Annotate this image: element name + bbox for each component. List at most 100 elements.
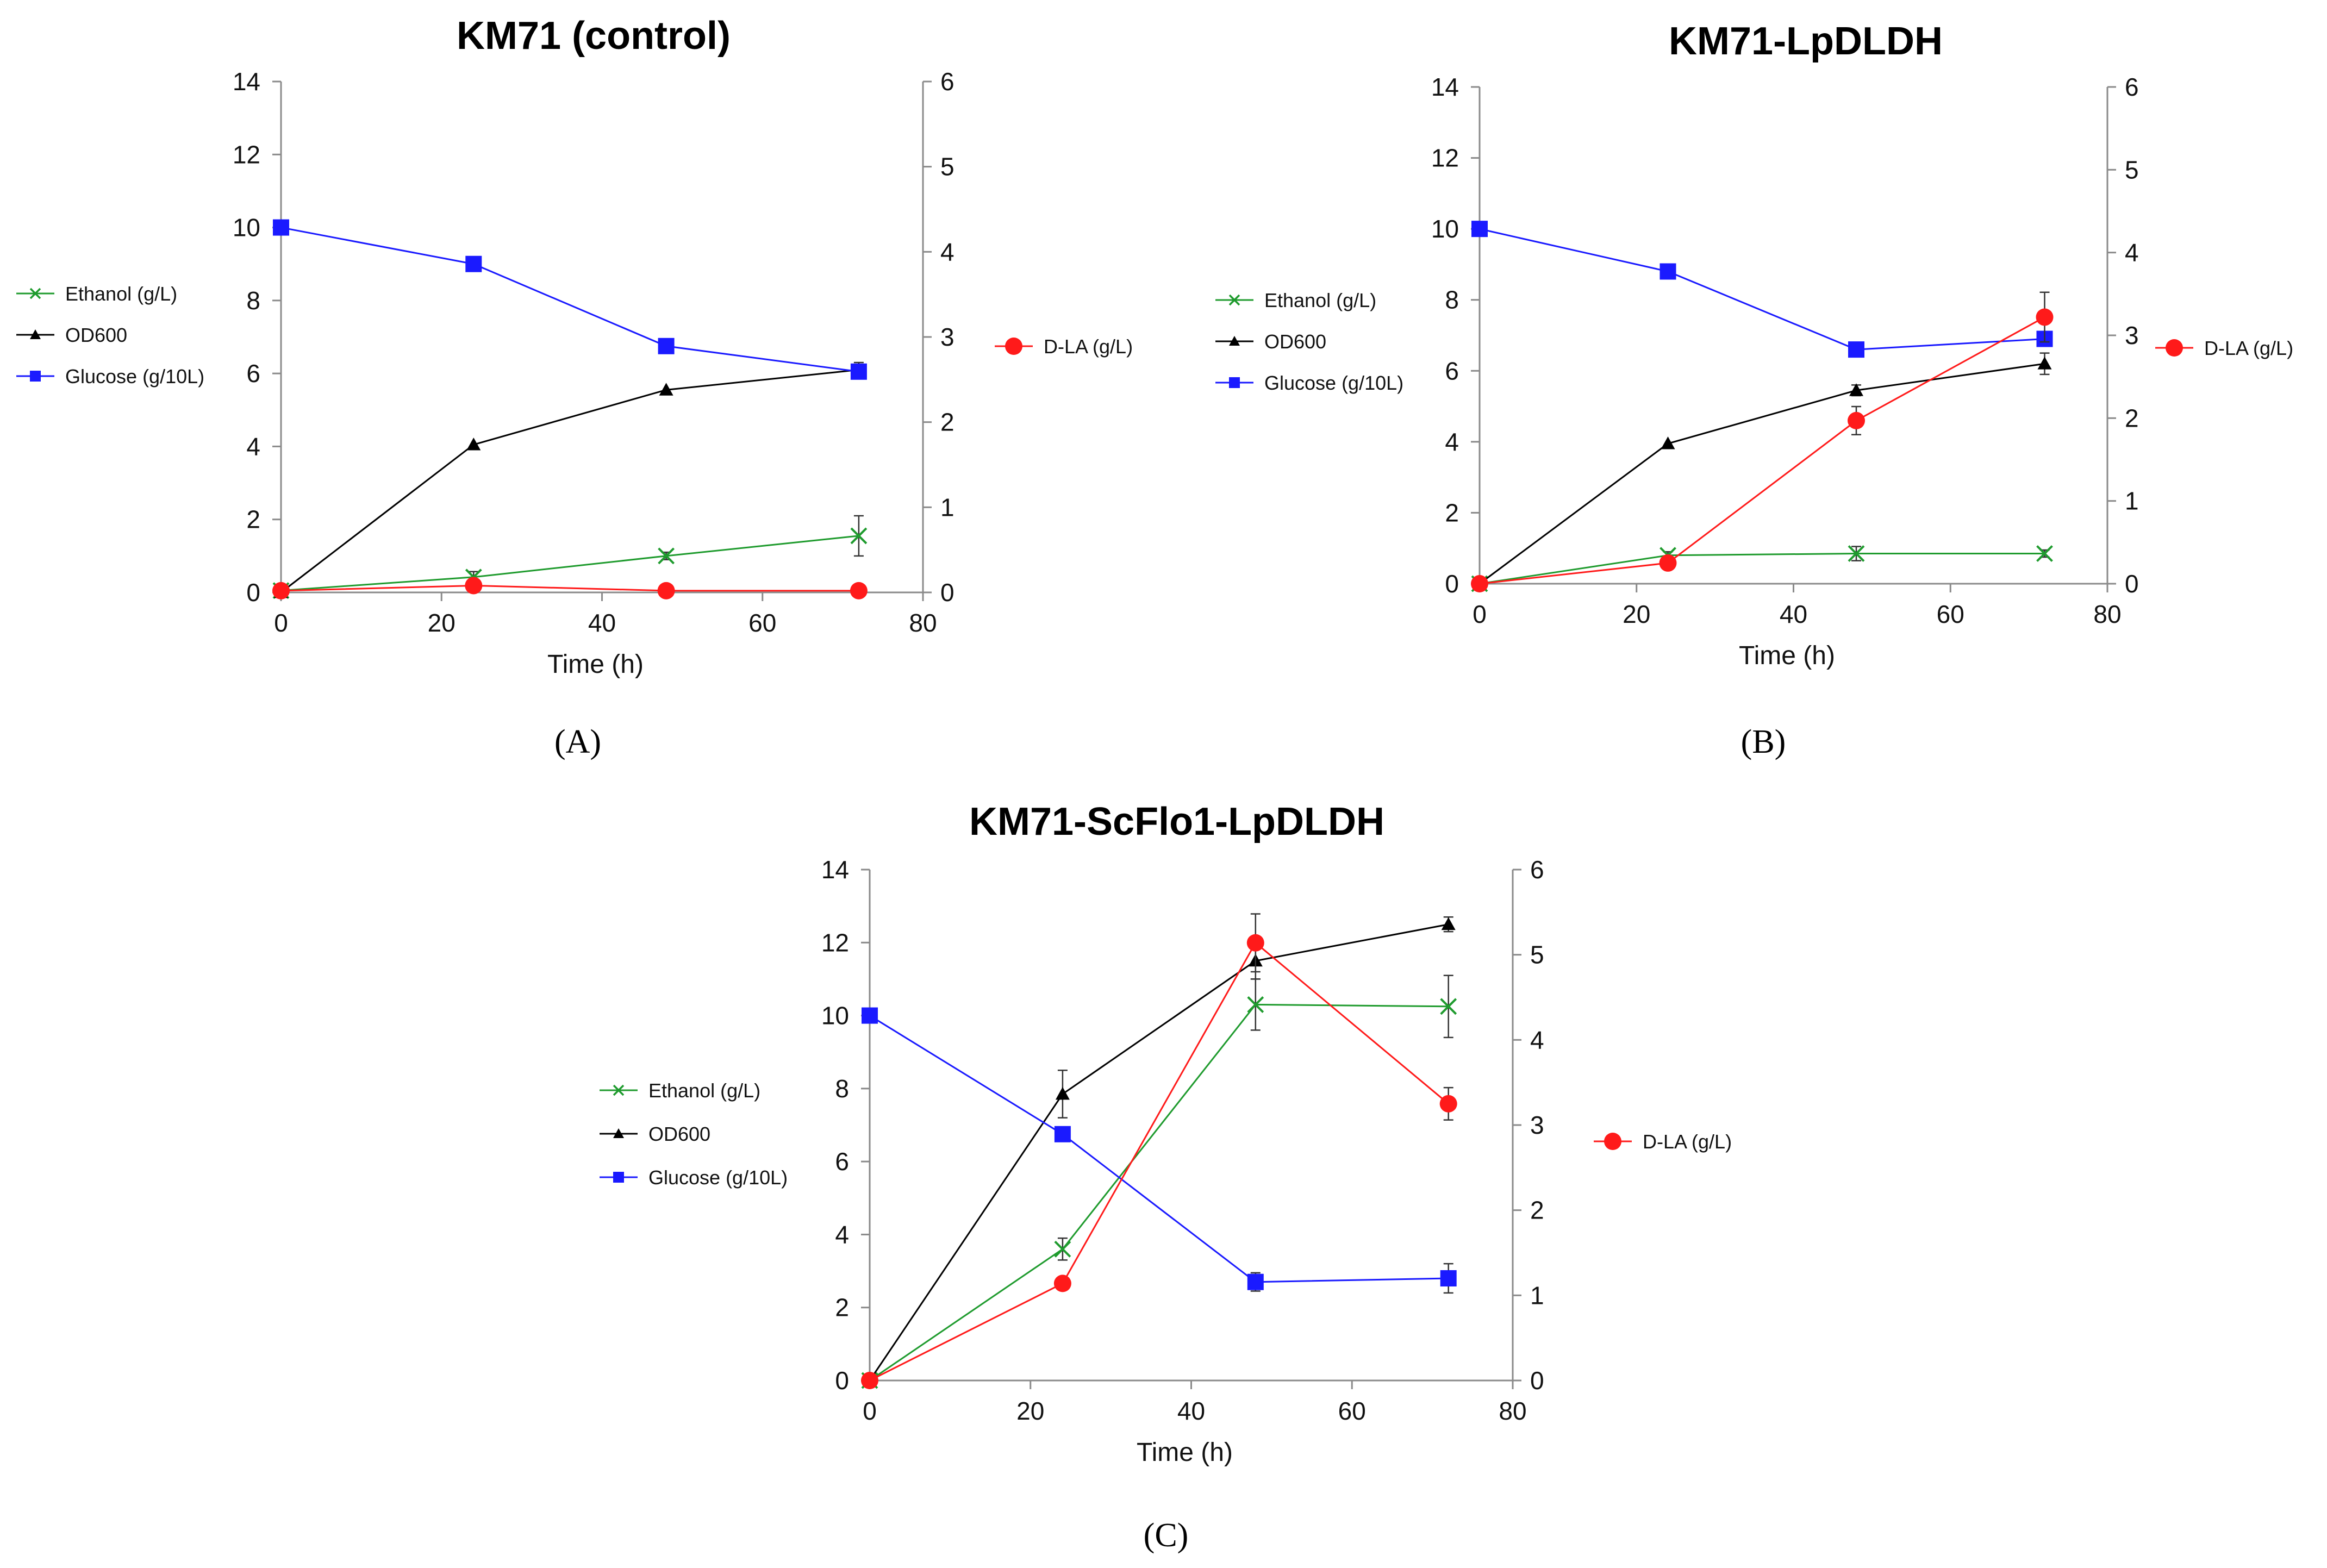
legend-key-marker-shape bbox=[613, 1084, 625, 1096]
legend-item: Glucose (g/10L) bbox=[600, 1166, 788, 1189]
y2-tick-label: 1 bbox=[2125, 487, 2139, 515]
y2-tick-label: 6 bbox=[1530, 855, 1544, 884]
legend-item: D-LA (g/L) bbox=[995, 335, 1133, 358]
y-tick-label: 4 bbox=[835, 1220, 849, 1248]
legend-label: Glucose (g/10L) bbox=[1264, 372, 1403, 394]
y-tick-label: 8 bbox=[835, 1075, 849, 1103]
y2-tick-label: 6 bbox=[940, 67, 954, 96]
y2-tick-label: 2 bbox=[2125, 404, 2139, 432]
x-axis-label: Time (h) bbox=[547, 650, 644, 679]
series-line bbox=[280, 227, 859, 373]
y-tick-label: 2 bbox=[1445, 498, 1459, 527]
legend-key-marker-shape bbox=[30, 329, 41, 339]
x-tick-label: 0 bbox=[274, 609, 288, 637]
x-tick-label: 60 bbox=[1338, 1397, 1366, 1425]
data-point bbox=[465, 577, 483, 595]
y-tick-label: 14 bbox=[233, 67, 260, 96]
series-glucose-g-10l- bbox=[862, 1007, 1457, 1294]
series-line bbox=[280, 535, 859, 592]
y2-tick-label: 1 bbox=[1530, 1281, 1544, 1309]
y2-tick-label: 4 bbox=[940, 238, 954, 266]
legend-item: Ethanol (g/L) bbox=[1215, 289, 1376, 311]
y2-tick-label: 4 bbox=[2125, 239, 2139, 267]
y-tick-label: 14 bbox=[821, 855, 849, 884]
series-ethanol-g-l- bbox=[272, 515, 868, 599]
series-line bbox=[280, 584, 859, 592]
legend-item: Glucose (g/10L) bbox=[16, 365, 204, 388]
data-point bbox=[1246, 934, 1264, 952]
data-point bbox=[1440, 1270, 1457, 1286]
data-point bbox=[1659, 554, 1677, 572]
legend-label: OD600 bbox=[648, 1123, 710, 1145]
legend-item: D-LA (g/L) bbox=[2155, 337, 2293, 359]
y-tick-label: 0 bbox=[1445, 570, 1459, 598]
series-line bbox=[1479, 228, 2045, 351]
y2-tick-label: 3 bbox=[1530, 1111, 1544, 1139]
series-line bbox=[1479, 363, 2045, 585]
series-line bbox=[1479, 553, 2045, 585]
data-point bbox=[465, 255, 482, 272]
y-tick-label: 6 bbox=[1445, 357, 1459, 385]
y-tick-label: 12 bbox=[233, 140, 260, 168]
series-line bbox=[869, 923, 1449, 1381]
x-tick-label: 80 bbox=[2093, 600, 2121, 628]
legend-key-marker-shape bbox=[1005, 338, 1022, 355]
legend-key-marker-shape bbox=[613, 1172, 624, 1183]
x-tick-label: 40 bbox=[1780, 600, 1807, 628]
x-tick-label: 0 bbox=[1473, 600, 1487, 628]
chart-title: KM71-LpDLDH bbox=[1669, 20, 1943, 63]
data-point bbox=[850, 363, 867, 380]
data-point bbox=[1247, 996, 1264, 1013]
y-tick-label: 6 bbox=[835, 1147, 849, 1176]
data-point bbox=[1471, 575, 1488, 592]
series-d-la-g-l- bbox=[861, 913, 1457, 1389]
chart-title: KM71-ScFlo1-LpDLDH bbox=[969, 800, 1384, 844]
legend-item: OD600 bbox=[16, 324, 127, 346]
y-tick-label: 14 bbox=[1431, 73, 1459, 101]
y-tick-label: 10 bbox=[233, 214, 260, 242]
x-tick-label: 0 bbox=[863, 1397, 877, 1425]
data-point bbox=[1661, 436, 1675, 449]
y-tick-label: 10 bbox=[1431, 215, 1459, 243]
y-tick-label: 8 bbox=[1445, 286, 1459, 314]
legend-key-marker-shape bbox=[1228, 294, 1240, 306]
x-axis-label: Time (h) bbox=[1739, 641, 1835, 670]
data-point bbox=[1471, 221, 1488, 238]
data-point bbox=[850, 527, 868, 545]
y-tick-label: 4 bbox=[246, 432, 260, 460]
data-point bbox=[658, 338, 675, 354]
legend-key-marker-shape bbox=[613, 1128, 624, 1138]
data-point bbox=[657, 582, 675, 599]
series-line bbox=[869, 1015, 1449, 1283]
data-point bbox=[1848, 411, 1865, 429]
y2-tick-label: 0 bbox=[940, 578, 954, 607]
x-tick-label: 40 bbox=[1177, 1397, 1205, 1425]
legend-key-marker-shape bbox=[29, 288, 41, 299]
data-point bbox=[658, 547, 675, 565]
data-point bbox=[1849, 383, 1863, 396]
y-tick-label: 0 bbox=[835, 1366, 849, 1395]
chart-title: KM71 (control) bbox=[457, 14, 731, 58]
y-tick-label: 8 bbox=[246, 286, 260, 315]
data-point bbox=[1848, 545, 1865, 562]
series-od600 bbox=[274, 361, 866, 598]
legend-label: Glucose (g/10L) bbox=[65, 365, 204, 388]
y-tick-label: 0 bbox=[246, 578, 260, 607]
y-tick-label: 12 bbox=[1431, 144, 1459, 172]
data-point bbox=[1441, 917, 1456, 930]
data-point bbox=[1848, 341, 1864, 358]
legend-label: D-LA (g/L) bbox=[1643, 1130, 1732, 1153]
data-point bbox=[466, 438, 481, 451]
panel-label: (C) bbox=[1144, 1517, 1189, 1554]
legend-key-marker-shape bbox=[1229, 336, 1240, 346]
x-tick-label: 60 bbox=[1937, 600, 1964, 628]
series-line bbox=[869, 1003, 1449, 1382]
panel-label: (A) bbox=[554, 723, 601, 760]
data-point bbox=[1439, 1095, 1457, 1113]
y2-tick-label: 5 bbox=[940, 153, 954, 181]
legend-label: Ethanol (g/L) bbox=[65, 283, 177, 305]
data-point bbox=[2037, 357, 2052, 370]
legend-item: Ethanol (g/L) bbox=[16, 283, 177, 305]
